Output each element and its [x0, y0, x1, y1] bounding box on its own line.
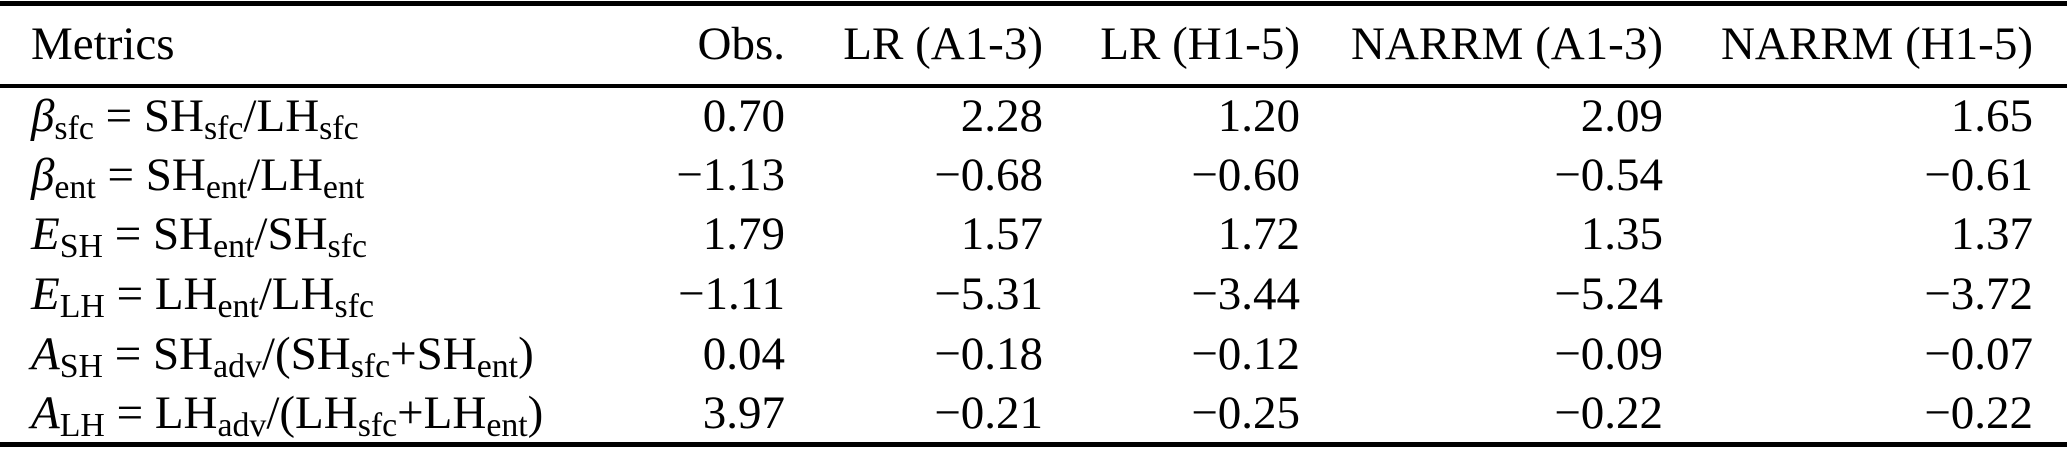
formula-subscript: sfc: [327, 228, 367, 266]
formula-text: = SH: [93, 89, 204, 142]
metric-formula: βent = SHent/LHent: [0, 145, 545, 205]
value-lr-a1-3: −0.68: [934, 148, 1043, 201]
value-lr-a1-3: −0.21: [934, 386, 1043, 439]
value-obs: 3.97: [702, 386, 785, 439]
formula-text: +LH: [397, 386, 487, 439]
formula-text: = SH: [102, 328, 214, 381]
formula-text: = LH: [104, 386, 218, 439]
value-lr-a1-3: −5.31: [934, 268, 1043, 321]
value-lr-a1-3: −0.18: [934, 328, 1043, 381]
formula-subscript: sfc: [203, 110, 244, 147]
formula-subscript: LH: [59, 406, 105, 444]
table-row: βsfc = SHsfc/LHsfc 0.70 2.28 1.20 2.09 1.65: [0, 86, 2067, 147]
formula-text: A: [31, 328, 60, 381]
column-header-lr-h1-5: LR (H1-5): [1100, 18, 1300, 71]
metric-formula: βsfc = SHsfc/LHsfc: [0, 86, 545, 147]
value-lr-h1-5: −3.44: [1191, 268, 1300, 321]
value-obs: 0.70: [702, 89, 785, 142]
formula-text: = LH: [104, 268, 218, 321]
value-narrm-h1-5: 1.37: [1950, 208, 2033, 261]
metrics-table: Metrics Obs. LR (A1-3) LR (H1-5) NARRM (A1-3…: [0, 1, 2067, 447]
column-header-narrm-a1-3: NARRM (A1-3): [1350, 18, 1663, 71]
formula-subscript: adv: [217, 406, 267, 444]
table-row: ELH = LHent/LHsfc −1.11 −5.31 −3.44 −5.24 −3.…: [0, 265, 2067, 325]
formula-subscript: ent: [486, 406, 528, 444]
formula-text: = SH: [95, 148, 206, 201]
formula-subscript: ent: [217, 288, 259, 326]
value-obs: 1.79: [702, 208, 785, 261]
formula-text: = SH: [102, 208, 214, 261]
formula-text: ): [527, 386, 544, 439]
formula-text: A: [31, 386, 60, 439]
formula-text: /LH: [247, 148, 323, 201]
table-row: ALH = LHadv/(LHsfc+LHent) 3.97 −0.21 −0.25 −…: [0, 384, 2067, 444]
formula-text: /(SH: [261, 328, 351, 381]
metric-formula: ESH = SHent/SHsfc: [0, 205, 545, 265]
value-lr-h1-5: −0.25: [1191, 386, 1300, 439]
value-lr-a1-3: 1.57: [960, 208, 1043, 261]
column-header-lr-a1-3: LR (A1-3): [843, 18, 1043, 71]
formula-text: β: [31, 148, 55, 201]
value-lr-h1-5: 1.20: [1217, 89, 1300, 142]
value-narrm-a1-3: −0.22: [1554, 386, 1663, 439]
column-header-metrics: Metrics: [31, 18, 175, 71]
value-narrm-h1-5: −0.22: [1924, 386, 2033, 439]
value-lr-h1-5: −0.12: [1191, 328, 1300, 381]
value-lr-h1-5: −0.60: [1191, 148, 1300, 201]
value-obs: −1.11: [677, 268, 785, 321]
formula-subscript: adv: [213, 348, 262, 386]
value-lr-a1-3: 2.28: [960, 89, 1043, 142]
formula-subscript: sfc: [54, 110, 94, 147]
formula-text: +SH: [390, 328, 477, 381]
value-obs: 0.04: [702, 328, 785, 381]
column-header-narrm-h1-5: NARRM (H1-5): [1720, 18, 2033, 71]
value-narrm-a1-3: 2.09: [1580, 89, 1663, 142]
formula-subscript: sfc: [334, 288, 374, 326]
formula-subscript: sfc: [357, 406, 398, 444]
formula-subscript: sfc: [350, 348, 391, 386]
column-header-obs: Obs.: [697, 18, 785, 71]
formula-subscript: ent: [476, 348, 519, 386]
value-narrm-h1-5: 1.65: [1950, 89, 2033, 142]
metric-formula: ASH = SHadv/(SHsfc+SHent): [0, 325, 545, 385]
metric-formula: ALH = LHadv/(LHsfc+LHent): [0, 384, 545, 444]
formula-text: E: [31, 208, 60, 261]
formula-subscript: ent: [322, 168, 365, 206]
formula-text: /(LH: [266, 386, 358, 439]
formula-subscript: SH: [59, 348, 103, 386]
formula-subscript: ent: [213, 228, 255, 266]
metric-formula: ELH = LHent/LHsfc: [0, 265, 545, 325]
formula-text: /LH: [258, 268, 335, 321]
formula-text: ): [518, 328, 534, 381]
header-row: Metrics Obs. LR (A1-3) LR (H1-5) NARRM (A1-3…: [0, 4, 2067, 86]
formula-text: /LH: [243, 89, 320, 142]
value-narrm-a1-3: −0.09: [1554, 328, 1663, 381]
table-row: ASH = SHadv/(SHsfc+SHent) 0.04 −0.18 −0.12 −…: [0, 325, 2067, 385]
table-row: ESH = SHent/SHsfc 1.79 1.57 1.72 1.35 1.37: [0, 205, 2067, 265]
value-lr-h1-5: 1.72: [1217, 208, 1300, 261]
value-narrm-h1-5: −0.07: [1924, 328, 2033, 381]
formula-subscript: ent: [205, 168, 248, 206]
value-narrm-a1-3: −5.24: [1554, 268, 1663, 321]
formula-subscript: ent: [54, 168, 96, 206]
formula-text: /SH: [254, 208, 328, 261]
value-narrm-a1-3: 1.35: [1580, 208, 1663, 261]
table-body: βsfc = SHsfc/LHsfc 0.70 2.28 1.20 2.09 1.65 βe…: [0, 86, 2067, 445]
formula-text: β: [31, 89, 55, 142]
formula-subscript: SH: [59, 228, 103, 266]
table-header: Metrics Obs. LR (A1-3) LR (H1-5) NARRM (A1-3…: [0, 4, 2067, 86]
value-narrm-a1-3: −0.54: [1554, 148, 1663, 201]
table-row: βent = SHent/LHent −1.13 −0.68 −0.60 −0.54 −0…: [0, 145, 2067, 205]
formula-subscript: sfc: [319, 110, 359, 147]
value-narrm-h1-5: −3.72: [1924, 268, 2033, 321]
formula-subscript: LH: [59, 288, 105, 326]
formula-text: E: [31, 268, 60, 321]
value-obs: −1.13: [676, 148, 785, 201]
value-narrm-h1-5: −0.61: [1924, 148, 2033, 201]
